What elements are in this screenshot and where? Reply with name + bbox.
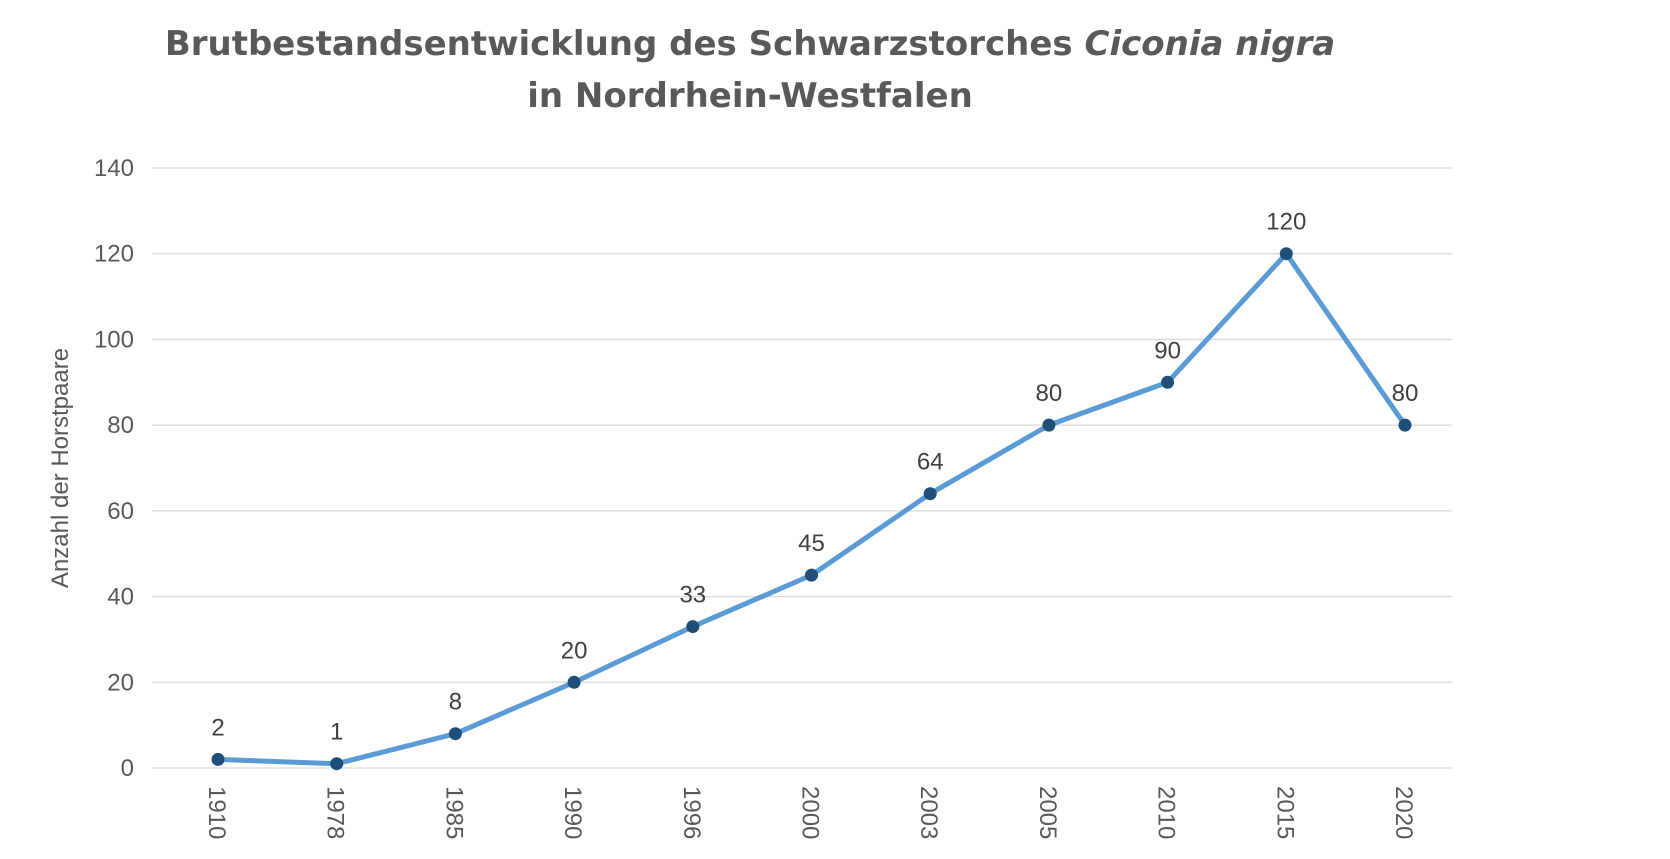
y-tick-label: 120	[94, 241, 134, 268]
data-labels: 2 1 8 20 33 45 64 80 90 120 80	[211, 209, 1418, 746]
data-point	[211, 752, 225, 766]
x-tick-label: 2005	[1034, 786, 1061, 839]
chart-title-species: Ciconia nigra	[1084, 24, 1336, 64]
data-point	[805, 568, 818, 582]
x-tick-label: 2000	[797, 786, 824, 839]
x-tick-label: 2003	[915, 786, 942, 839]
series-line-group	[215, 251, 1408, 767]
chart-title-line-2: in Nordrhein-Westfalen	[527, 76, 973, 116]
y-tick-label: 140	[94, 155, 134, 182]
chart-title-line-1: Brutbestandsentwicklung des Schwarzstorc…	[0, 18, 1500, 70]
data-point	[1279, 247, 1293, 261]
x-tick-label: 1978	[322, 786, 349, 839]
chart-title-text: Brutbestandsentwicklung des Schwarzstorc…	[164, 24, 1085, 64]
data-point	[330, 757, 344, 771]
data-point	[567, 675, 581, 689]
data-label: 8	[449, 689, 462, 716]
gridlines	[152, 167, 1452, 769]
data-point	[1042, 418, 1056, 432]
x-tick-label: 1990	[559, 786, 586, 839]
data-label: 64	[917, 449, 944, 476]
x-tick-label: 1996	[678, 786, 705, 839]
data-label: 90	[1154, 337, 1181, 364]
data-point	[1398, 418, 1412, 432]
y-axis-label: Anzahl der Horstpaare	[47, 348, 74, 588]
y-axis-ticks: 0 20 40 60 80 100 120 140	[94, 155, 134, 782]
y-tick-label: 20	[107, 669, 134, 696]
data-label: 1	[330, 719, 343, 746]
x-tick-label: 1985	[440, 786, 467, 839]
y-tick-label: 60	[107, 498, 134, 525]
series-line	[215, 251, 1408, 767]
x-axis-ticks: 1910 1978 1985 1990 1996 2000 2003 2005 2010 2015…	[203, 786, 1417, 839]
data-point	[923, 487, 937, 501]
data-point	[686, 620, 700, 634]
data-label: 2	[211, 714, 224, 741]
y-tick-label: 40	[107, 584, 134, 611]
data-label: 120	[1266, 209, 1306, 236]
chart-title: Brutbestandsentwicklung des Schwarzstorc…	[0, 18, 1500, 122]
y-tick-label: 80	[107, 412, 134, 439]
data-label: 33	[679, 582, 706, 609]
x-tick-label: 2010	[1153, 786, 1180, 839]
data-point	[448, 727, 462, 741]
x-tick-label: 2015	[1271, 786, 1298, 839]
data-label: 20	[561, 637, 588, 664]
data-label: 80	[1036, 380, 1063, 407]
x-tick-label: 1910	[203, 786, 230, 839]
y-tick-label: 100	[94, 326, 134, 353]
data-label: 45	[798, 530, 825, 557]
y-tick-label: 0	[121, 755, 134, 782]
x-tick-label: 2020	[1390, 786, 1417, 839]
data-points	[211, 247, 1412, 771]
data-label: 80	[1392, 380, 1419, 407]
data-point	[1161, 375, 1175, 389]
